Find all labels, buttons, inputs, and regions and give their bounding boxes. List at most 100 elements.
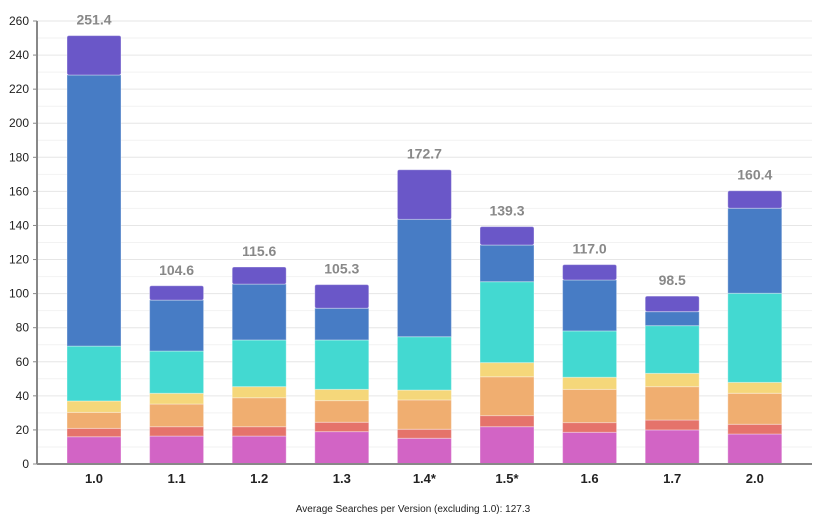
bar-total-label: 98.5: [659, 272, 686, 288]
labels: 251.4 1.0 104.6 1.1 115.6 1.2 105.3 1.3 172.7 1.4…: [9, 12, 773, 486]
y-tick-label: 120: [9, 253, 29, 267]
bar-total-label: 104.6: [159, 262, 194, 278]
bar-segment-segment-6: [396, 218, 452, 338]
x-tick-label: 1.6: [581, 471, 599, 486]
x-tick-label: 2.0: [746, 471, 764, 486]
bar-segment-segment-2: [149, 426, 205, 437]
bar-segment-segment-7: [66, 35, 122, 76]
bar-segment-segment-1: [644, 429, 700, 465]
y-tick-label: 20: [16, 423, 30, 437]
bar-segment-segment-1: [396, 437, 452, 465]
bar-segment-segment-4: [727, 381, 783, 394]
bar-segment-segment-1: [66, 436, 122, 465]
bar-segment-segment-4: [562, 376, 618, 390]
y-tick-label: 60: [16, 355, 30, 369]
bar-total-label: 172.7: [407, 146, 442, 162]
bar-segment-segment-7: [727, 190, 783, 209]
bar-stack: [396, 169, 452, 465]
x-tick-label: 1.5*: [495, 471, 519, 486]
x-tick-label: 1.1: [168, 471, 186, 486]
bar-segment-segment-5: [66, 345, 122, 402]
bar-total-label: 139.3: [489, 203, 524, 219]
y-tick-label: 220: [9, 82, 29, 96]
bar-segment-segment-7: [562, 264, 618, 281]
bars: [66, 35, 783, 465]
x-tick-label: 1.3: [333, 471, 351, 486]
bar-segment-segment-2: [562, 422, 618, 433]
bar-segment-segment-2: [66, 427, 122, 438]
y-tick-label: 0: [22, 457, 29, 471]
bar-segment-segment-1: [562, 431, 618, 465]
bar-total-label: 105.3: [324, 261, 359, 277]
y-tick-label: 200: [9, 116, 29, 130]
bar-segment-segment-1: [149, 435, 205, 465]
bar-segment-segment-6: [562, 279, 618, 332]
bar-segment-segment-5: [231, 339, 287, 388]
bar-segment-segment-3: [149, 403, 205, 428]
bar-total-label: 117.0: [572, 241, 606, 257]
bar-segment-segment-4: [644, 372, 700, 388]
bar-segment-segment-7: [314, 284, 370, 309]
bar-segment-segment-3: [231, 397, 287, 428]
bar-segment-segment-3: [644, 386, 700, 421]
bar-segment-segment-7: [479, 226, 535, 246]
axes: [33, 20, 812, 465]
x-tick-label: 1.2: [250, 471, 268, 486]
bar-segment-segment-7: [149, 285, 205, 301]
bar-segment-segment-5: [479, 281, 535, 364]
bar-segment-segment-1: [479, 426, 535, 465]
bar-total-label: 251.4: [76, 12, 111, 28]
bar-segment-segment-2: [644, 419, 700, 431]
bar-stack: [66, 35, 122, 465]
bar-segment-segment-2: [727, 423, 783, 435]
bar-segment-segment-3: [314, 400, 370, 423]
bar-segment-segment-5: [727, 292, 783, 383]
y-tick-label: 80: [16, 321, 30, 335]
bar-segment-segment-5: [314, 339, 370, 390]
bar-segment-segment-3: [66, 411, 122, 429]
bar-segment-segment-4: [149, 392, 205, 405]
bar-stack: [644, 295, 700, 465]
bar-segment-segment-5: [562, 330, 618, 378]
bar-stack: [314, 284, 370, 465]
bar-segment-segment-7: [396, 169, 452, 220]
bar-segment-segment-3: [479, 376, 535, 417]
bar-stack: [562, 264, 618, 465]
bar-segment-segment-6: [644, 311, 700, 327]
bar-segment-segment-4: [396, 389, 452, 401]
bar-segment-segment-2: [231, 426, 287, 437]
bar-segment-segment-4: [231, 386, 287, 399]
bar-segment-segment-2: [396, 428, 452, 439]
x-tick-label: 1.4*: [413, 471, 437, 486]
bar-segment-segment-3: [727, 392, 783, 425]
y-tick-label: 100: [9, 287, 29, 301]
bar-segment-segment-7: [644, 295, 700, 313]
bar-segment-segment-7: [231, 266, 287, 285]
bar-segment-segment-6: [149, 299, 205, 352]
bar-segment-segment-3: [396, 399, 452, 430]
bar-segment-segment-6: [231, 283, 287, 341]
y-tick-label: 240: [9, 48, 29, 62]
bar-segment-segment-1: [727, 433, 783, 465]
bar-segment-segment-6: [479, 244, 535, 283]
bar-segment-segment-3: [562, 388, 618, 424]
bar-segment-segment-6: [727, 207, 783, 294]
y-tick-label: 180: [9, 150, 29, 164]
footer-average-note: Average Searches per Version (excluding …: [295, 504, 531, 515]
x-tick-label: 1.7: [663, 471, 681, 486]
bar-stack: [727, 190, 783, 465]
y-tick-label: 160: [9, 184, 29, 198]
bar-segment-segment-5: [149, 350, 205, 394]
bar-segment-segment-4: [479, 362, 535, 378]
x-tick-label: 1.0: [85, 471, 103, 486]
bar-segment-segment-4: [66, 400, 122, 413]
bar-stack: [479, 226, 535, 465]
bar-segment-segment-1: [231, 435, 287, 465]
bar-stack: [149, 285, 205, 465]
bar-segment-segment-2: [479, 415, 535, 428]
bar-segment-segment-5: [644, 325, 700, 374]
y-tick-label: 260: [9, 14, 29, 28]
bar-segment-segment-4: [314, 388, 370, 402]
bar-total-label: 115.6: [242, 243, 276, 259]
bar-segment-segment-1: [314, 431, 370, 465]
